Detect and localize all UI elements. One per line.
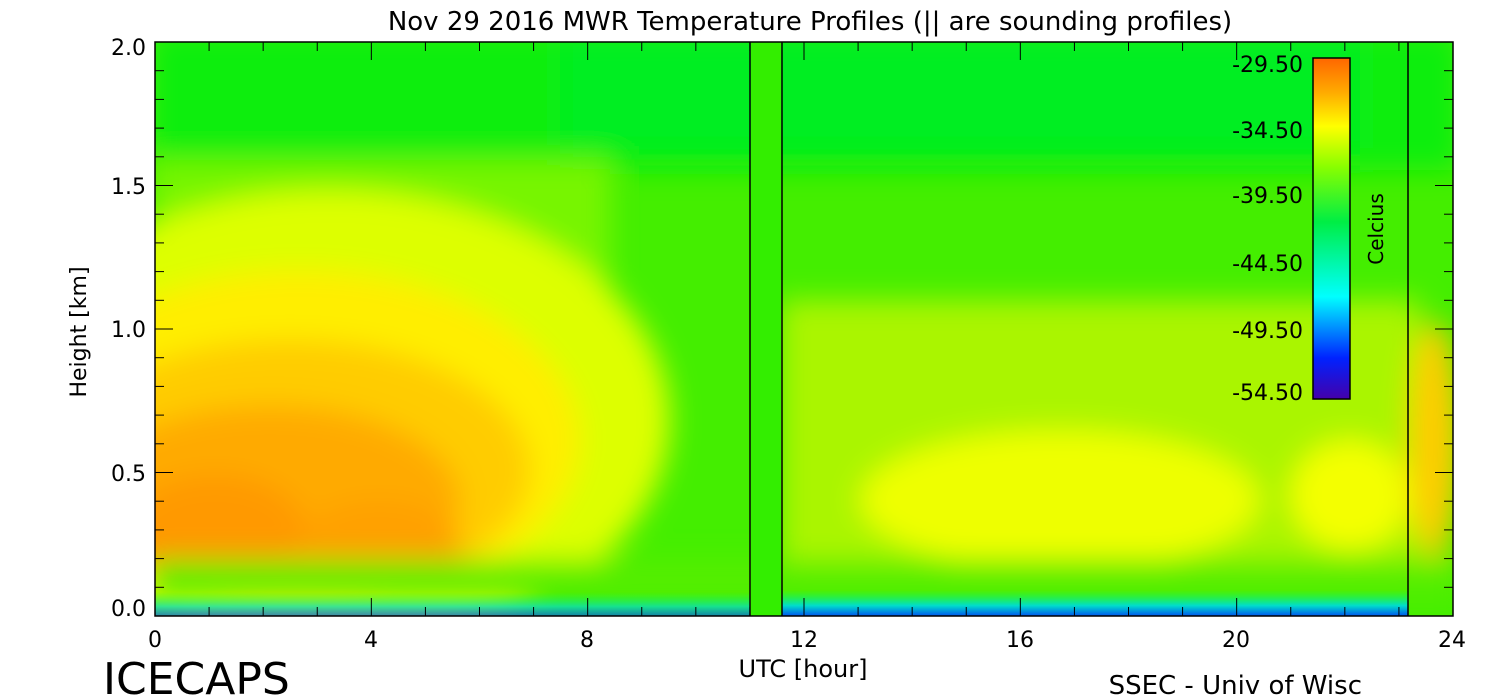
colorbar-scale (1312, 57, 1351, 400)
colorbar-tick-label: -44.50 (1232, 252, 1303, 277)
colorbar-tick-label: -39.50 (1232, 184, 1303, 209)
y-axis-label: Height [km] (67, 266, 92, 397)
y-tick-label: 1.0 (111, 318, 146, 343)
axis-ticks (154, 41, 1454, 617)
colorbar-tick-label: -29.50 (1232, 53, 1303, 78)
x-tick-label: 8 (580, 628, 594, 653)
x-axis-label: UTC [hour] (739, 655, 868, 683)
y-tick-label: 0.0 (111, 597, 146, 622)
y-tick-labels: 0.0 0.5 1.0 1.5 2.0 (111, 36, 146, 622)
x-tick-label: 16 (1006, 628, 1034, 653)
colorbar-tick-label: -49.50 (1232, 319, 1303, 344)
temperature-field (155, 42, 1453, 616)
y-tick-label: 0.5 (111, 462, 146, 487)
y-tick-label: 1.5 (111, 175, 146, 200)
footer-left: ICECAPS (103, 654, 290, 700)
x-tick-label: 0 (148, 628, 162, 653)
sounding-lines (749, 42, 1409, 616)
y-tick-label: 2.0 (111, 36, 146, 61)
colorbar-tick-label: -34.50 (1232, 119, 1303, 144)
x-tick-labels: 0 4 8 12 16 20 24 (148, 628, 1466, 653)
x-tick-label: 24 (1438, 628, 1466, 653)
colorbar: -29.50 -34.50 -39.50 -44.50 -49.50 -54.5… (1232, 53, 1388, 406)
x-tick-label: 12 (790, 628, 818, 653)
colorbar-label: Celcius (1364, 193, 1388, 264)
chart-title: Nov 29 2016 MWR Temperature Profiles (||… (388, 7, 1232, 37)
colorbar-tick-label: -54.50 (1232, 381, 1303, 406)
x-tick-label: 4 (364, 628, 378, 653)
x-tick-label: 20 (1222, 628, 1250, 653)
footer-right: SSEC - Univ of Wisc (1109, 671, 1362, 700)
